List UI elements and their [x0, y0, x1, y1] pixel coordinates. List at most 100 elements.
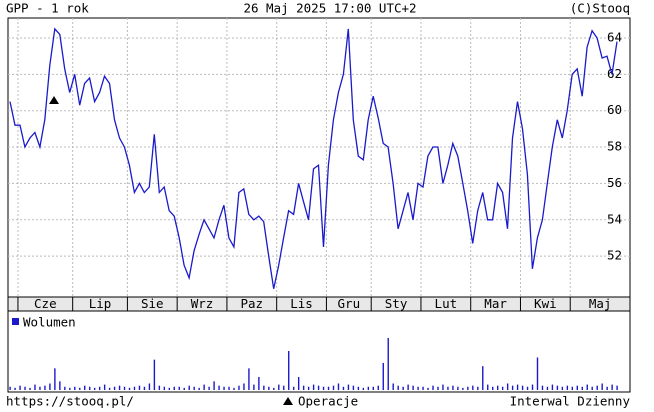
volume-bar	[462, 387, 464, 390]
volume-bar	[606, 386, 608, 390]
y-tick-label: 64	[607, 29, 622, 44]
volume-bar	[258, 377, 260, 390]
volume-bar	[213, 381, 215, 390]
volume-bar	[417, 386, 419, 390]
volume-bar	[278, 384, 280, 390]
volume-bar	[203, 384, 205, 390]
volume-bar	[223, 386, 225, 390]
volume-bar	[228, 386, 230, 390]
y-tick-label: 60	[607, 102, 622, 117]
operations-label: Operacje	[298, 394, 358, 409]
volume-bar	[29, 387, 31, 390]
volume-bar	[34, 384, 36, 390]
volume-bar	[397, 385, 399, 390]
y-tick-label: 54	[607, 211, 622, 226]
volume-bar	[357, 386, 360, 390]
volume-bar	[283, 385, 285, 390]
x-tick-label: Kwi	[534, 296, 557, 311]
volume-bar	[556, 385, 559, 390]
volume-bar	[467, 386, 469, 390]
volume-bar	[253, 384, 255, 390]
volume-bar	[89, 386, 91, 390]
volume-bar	[616, 385, 618, 390]
operation-icon	[283, 397, 293, 405]
volume-bar	[596, 385, 598, 390]
volume-bar	[477, 386, 479, 390]
volume-bar	[496, 385, 499, 390]
volume-bar	[243, 383, 245, 390]
volume-bar	[487, 384, 489, 390]
volume-bar	[158, 385, 161, 390]
volume-bar	[601, 383, 603, 390]
volume-bar	[307, 386, 310, 390]
volume-bar	[352, 385, 355, 390]
price-line	[9, 27, 618, 289]
volume-bar	[332, 385, 335, 390]
volume-bar	[143, 386, 146, 390]
volume-bar	[14, 387, 16, 390]
volume-bar	[561, 386, 564, 390]
volume-bar	[84, 385, 86, 390]
volume-bar	[506, 383, 509, 390]
volume-bar	[178, 386, 180, 390]
volume-bar	[407, 384, 409, 390]
x-tick-label: Lip	[89, 296, 112, 311]
volume-bar	[382, 362, 384, 390]
x-tick-label: Gru	[338, 296, 361, 311]
volume-bar	[586, 384, 588, 390]
volume-bar	[238, 385, 240, 390]
volume-bar	[317, 385, 320, 390]
x-tick-label: Lis	[290, 296, 313, 311]
volume-bar	[173, 386, 175, 390]
volume-bar	[163, 386, 166, 390]
volume-bar	[472, 385, 474, 390]
volume-bar	[327, 386, 330, 390]
volume-bar	[492, 386, 494, 390]
volume-bar	[24, 386, 26, 390]
volume-bar	[432, 385, 434, 390]
volume-bar	[611, 384, 613, 390]
volume-bar	[347, 384, 350, 390]
volume-bar	[113, 386, 116, 390]
volume-bar	[273, 387, 275, 390]
volume-bar	[541, 385, 544, 390]
volume-bar	[54, 368, 56, 390]
volume-bar	[198, 387, 200, 390]
volume-bar	[19, 385, 21, 390]
volume-bar	[44, 385, 46, 390]
volume-bar	[248, 368, 250, 390]
volume-bar	[268, 386, 270, 390]
volume-bar	[218, 385, 220, 390]
volume-bar	[387, 338, 389, 390]
volume-bar	[576, 385, 578, 390]
volume-bar	[501, 386, 504, 390]
volume-bar	[591, 386, 593, 390]
volume-bar	[133, 386, 136, 390]
volume-bar	[536, 357, 539, 390]
y-tick-label: 52	[607, 248, 622, 263]
y-tick-label: 62	[607, 66, 622, 81]
volume-bar	[342, 386, 345, 390]
volume-bar	[208, 386, 210, 390]
volume-bar	[372, 386, 375, 390]
volume-bar	[511, 385, 514, 390]
volume-bar	[367, 386, 370, 390]
volume-bar	[193, 386, 195, 390]
chart-title: GPP - 1 rok	[6, 1, 89, 16]
volume-bar	[288, 351, 290, 390]
volume-bar	[148, 383, 151, 390]
volume-bar	[69, 387, 71, 390]
volume-bar	[49, 383, 51, 390]
volume-legend: Wolumen	[23, 315, 76, 330]
volume-bar	[437, 386, 439, 390]
volume-frame	[7, 310, 631, 393]
volume-bar	[571, 386, 574, 390]
volume-bar	[297, 377, 300, 390]
x-tick-label: Cze	[34, 296, 57, 311]
y-tick-label: 58	[607, 139, 622, 154]
volume-bar	[183, 387, 185, 390]
volume-bar	[392, 383, 394, 390]
x-tick-label: Paz	[241, 296, 264, 311]
